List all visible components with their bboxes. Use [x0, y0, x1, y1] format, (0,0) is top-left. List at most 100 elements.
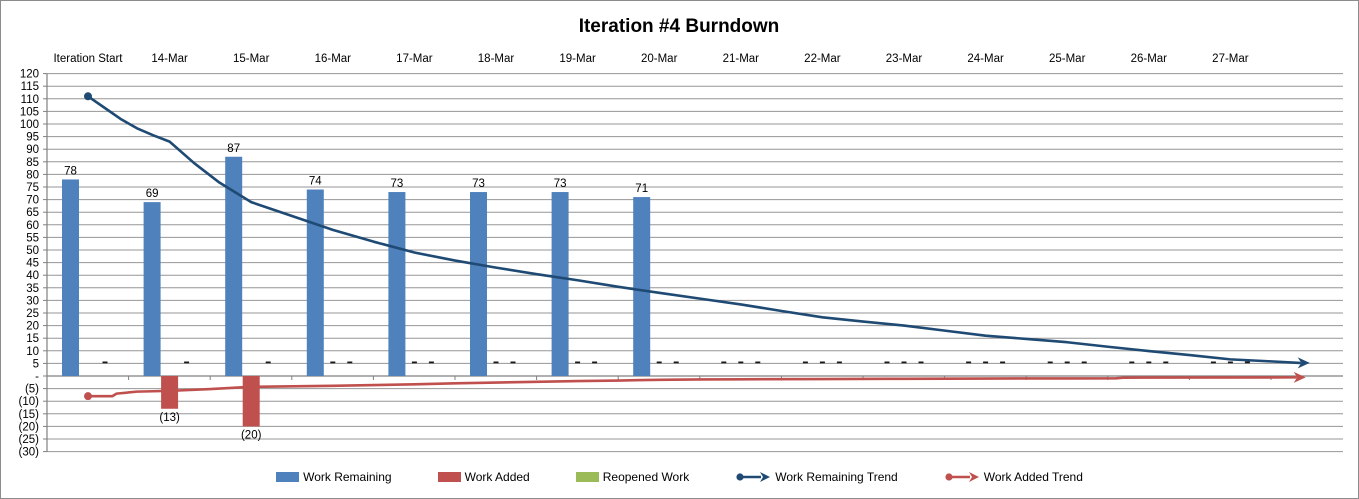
category-label: 14-Mar [151, 53, 188, 65]
legend-label: Work Remaining Trend [775, 470, 898, 484]
y-axis-tick-label: 55 [26, 232, 39, 244]
bar-work-remaining-series: 78 69 87 74 73 73 73 71 [62, 143, 651, 376]
y-axis-tick-label: 115 [21, 81, 39, 93]
y-axis-tick-label: 10 [26, 346, 39, 358]
zero-dash-label [493, 361, 499, 364]
bar-value-label: 73 [554, 178, 567, 190]
y-axis-tick-label: 90 [26, 144, 39, 156]
zero-dash-label [1000, 361, 1006, 364]
category-label: 22-Mar [804, 53, 841, 65]
y-axis-tick-label: 15 [26, 333, 39, 345]
bar-value-label: (20) [241, 429, 262, 441]
y-axis-tick-label: 5 [33, 358, 39, 370]
zero-dash-label [918, 361, 924, 364]
bar-work-remaining [633, 197, 651, 376]
zero-dash-label [347, 361, 353, 364]
zero-dash-label [966, 361, 972, 364]
zero-dash-label [1163, 361, 1169, 364]
trend-start-dot [84, 92, 92, 101]
legend-label: Work Added Trend [983, 470, 1083, 484]
work-remaining-trend-line [84, 92, 1310, 369]
bar-work-remaining [62, 179, 79, 376]
y-axis-tick-label: 105 [20, 106, 39, 118]
zero-dash-label [265, 361, 271, 364]
zero-dash-label [1146, 361, 1152, 364]
chart-title: Iteration #4 Burndown [579, 16, 780, 37]
legend-label: Reopened Work [602, 470, 690, 484]
bar-work-remaining [143, 202, 161, 376]
legend-item-work-added-trend: Work Added Trend [944, 470, 1083, 484]
bar-work-remaining [470, 192, 487, 376]
y-axis-tick-label: 60 [26, 220, 39, 232]
bar-value-label: 71 [635, 183, 648, 195]
y-axis-tick-label: 40 [26, 270, 39, 282]
trend-start-dot [84, 392, 92, 401]
y-axis-tick-label: 120 [20, 69, 39, 81]
y-axis-tick-label: 70 [26, 195, 39, 207]
zero-dash-label [983, 361, 989, 364]
trend-line-arrow-icon [736, 472, 771, 482]
zero-dash-label [1047, 361, 1053, 364]
bar-work-added [242, 376, 260, 427]
gridlines [47, 73, 1343, 453]
legend-label: Work Remaining [303, 470, 392, 484]
zero-dash-label [884, 361, 890, 364]
y-axis-tick-label: 85 [26, 157, 39, 169]
y-axis-tick-label: 45 [26, 258, 39, 270]
work-added-swatch-icon [437, 472, 461, 482]
bar-value-label: (13) [159, 412, 180, 424]
trend-path [86, 376, 1297, 398]
zero-dash-label [575, 361, 581, 364]
y-axis-tick-label: (20) [19, 421, 40, 433]
bar-work-added [161, 376, 179, 409]
category-label: 25-Mar [1049, 53, 1086, 65]
bar-work-remaining [306, 189, 324, 376]
y-axis-tick-label: 100 [20, 119, 39, 131]
y-axis-tick-label: (5) [25, 384, 39, 396]
trend-arrow-head [1297, 357, 1310, 369]
zero-dash-label [1129, 361, 1135, 364]
zero-dash-label [1244, 361, 1250, 364]
zero-dash-label [102, 361, 108, 364]
legend-item-work-added: Work Added [437, 470, 530, 484]
zero-dash-label [428, 361, 434, 364]
zero-value-dashes [102, 361, 1250, 364]
chart-legend: Work Remaining Work Added Reopened Work … [0, 464, 1359, 490]
bar-work-added-series: (13) (20) [159, 376, 262, 441]
zero-dash-label [592, 361, 598, 364]
bar-value-label: 69 [146, 188, 159, 200]
category-label: 26-Mar [1131, 53, 1168, 65]
category-label: 15-Mar [233, 53, 270, 65]
bar-value-label: 74 [309, 176, 322, 188]
y-axis-tick-label: 65 [26, 207, 39, 219]
zero-dash-label [802, 361, 808, 364]
category-label: 23-Mar [886, 53, 923, 65]
zero-dash-label [673, 361, 679, 364]
y-axis-tick-label: 75 [26, 182, 39, 194]
bar-value-label: 73 [472, 178, 485, 190]
zero-dash-label [901, 361, 907, 364]
trend-arrow-head [1293, 371, 1306, 383]
y-axis-tick-label: (15) [19, 409, 40, 421]
zero-dash-label [755, 361, 761, 364]
zero-dash-label [184, 361, 190, 364]
y-axis-tick-label: 110 [21, 94, 39, 106]
y-axis-tick-label: 80 [26, 169, 39, 181]
zero-dash-label [510, 361, 516, 364]
legend-item-reopened-work: Reopened Work [575, 470, 690, 484]
zero-dash-label [819, 361, 825, 364]
bar-work-remaining [388, 192, 406, 376]
bar-value-label: 87 [227, 143, 240, 155]
y-axis-tick-label: - [35, 371, 39, 383]
zero-dash-label [738, 361, 744, 364]
zero-dash-label [411, 361, 417, 364]
zero-dash-label [836, 361, 842, 364]
category-label: 17-Mar [396, 53, 433, 65]
y-axis-tick-label: (25) [19, 434, 40, 446]
bar-work-remaining [551, 192, 569, 376]
category-label: Iteration Start [53, 53, 123, 65]
legend-label: Work Added [464, 470, 530, 484]
y-axis-tick-label: 35 [26, 283, 39, 295]
